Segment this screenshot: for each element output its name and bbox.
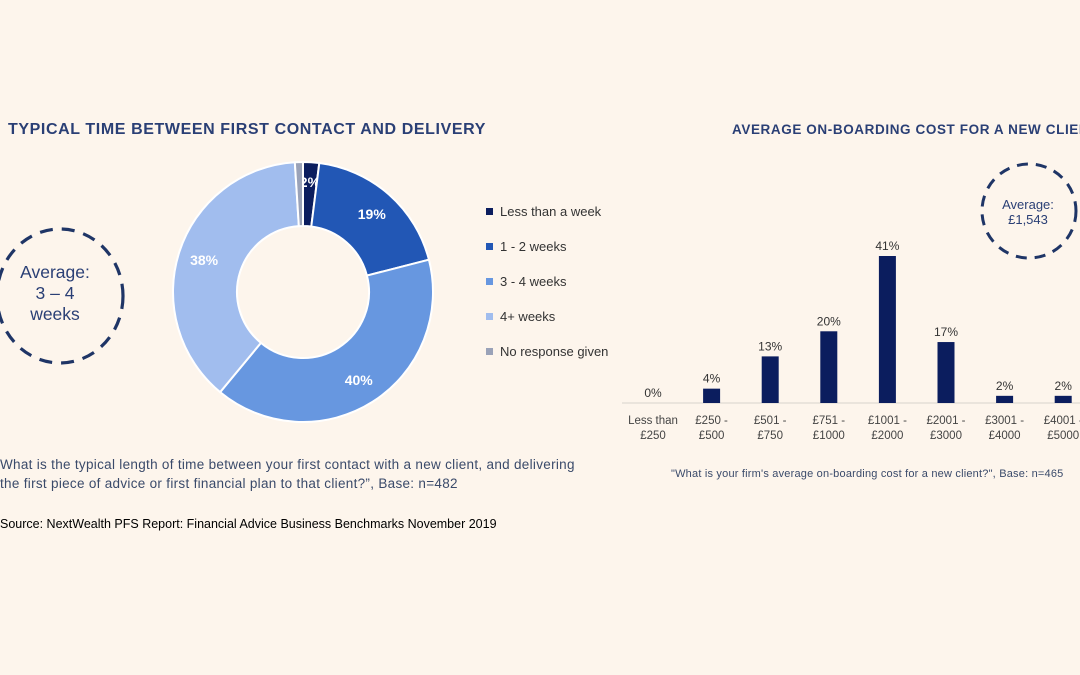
legend-label: No response given [500, 344, 609, 359]
bar-data-label: 4% [703, 372, 721, 386]
legend-item: Less than a week [486, 203, 608, 220]
bar-question: "What is your firm's average on-boarding… [671, 468, 1064, 480]
legend-item: No response given [486, 343, 608, 360]
legend-swatch-no-response [486, 348, 493, 355]
donut-legend: Less than a week 1 - 2 weeks 3 - 4 weeks… [486, 203, 608, 378]
average-circle-right [980, 162, 1078, 260]
legend-swatch-less-than-week [486, 208, 493, 215]
bar-category-label: £501 - [754, 415, 787, 427]
legend-item: 1 - 2 weeks [486, 238, 608, 255]
bar-category-label: £3001 - [985, 415, 1024, 427]
average-value: 3 – 4 [35, 283, 75, 303]
source-note: Source: NextWealth PFS Report: Financial… [0, 517, 497, 531]
bar-data-label: 41% [875, 239, 899, 253]
bar-category-label: £1000 [813, 430, 845, 442]
bar-chart-title: AVERAGE ON-BOARDING COST FOR A NEW CLIEN… [732, 122, 1080, 137]
donut-data-label: 40% [345, 372, 374, 388]
bar-data-label: 17% [934, 325, 958, 339]
average-label: Average: [1002, 197, 1054, 212]
donut-slice [293, 160, 304, 228]
bar [703, 388, 721, 403]
legend-swatch-1-2-weeks [486, 243, 493, 250]
donut-chart: 2%19%40%38% [172, 160, 434, 423]
average-callout-right: Average: £1,543 [990, 197, 1066, 227]
donut-data-label: 38% [190, 252, 219, 268]
legend-item: 4+ weeks [486, 308, 608, 325]
donut-slice [310, 161, 431, 277]
bar-category-label: £2000 [871, 430, 903, 442]
bar [878, 256, 896, 403]
legend-label: 4+ weeks [500, 309, 556, 324]
bar-category-label: £4000 [989, 430, 1021, 442]
legend-label: Less than a week [500, 204, 602, 219]
legend-label: 3 - 4 weeks [500, 274, 567, 289]
bar-category-label: £250 [640, 430, 666, 442]
legend-item: 3 - 4 weeks [486, 273, 608, 290]
bar-category-label: £500 [699, 430, 725, 442]
donut-slice [172, 161, 300, 394]
bar-category-label: Less than [628, 415, 678, 427]
bar-chart: 0% Less than £250 4% £250 - £500 13% £501 - £750… [628, 239, 1080, 442]
bar-category-label: £4001 - [1044, 415, 1080, 427]
legend-swatch-4-plus-weeks [486, 313, 493, 320]
bar-category-label: £1001 - [868, 415, 907, 427]
bar [761, 356, 779, 403]
bar-data-label: 2% [1055, 379, 1073, 393]
bar-data-label: 2% [996, 379, 1014, 393]
bar [1054, 395, 1072, 403]
donut-slice [218, 258, 434, 423]
bar-category-label: £3000 [930, 430, 962, 442]
bar-data-label: 20% [817, 314, 841, 328]
donut-question-line-1: What is the typical length of time betwe… [0, 457, 575, 472]
donut-data-label: 19% [358, 206, 387, 222]
average-label: Average: [20, 262, 90, 282]
bar [820, 331, 838, 403]
donut-question-line-2: the first piece of advice or first finan… [0, 476, 458, 491]
average-circle-left [0, 227, 125, 365]
bar-data-label: 0% [644, 386, 662, 400]
bar-data-label: 13% [758, 339, 782, 353]
bar-category-label: £5000 [1047, 430, 1079, 442]
bar-category-label: £250 - [695, 415, 728, 427]
bar [937, 342, 955, 403]
legend-swatch-3-4-weeks [486, 278, 493, 285]
average-callout-left: Average: 3 – 4 weeks [0, 262, 110, 325]
bar [996, 395, 1014, 403]
legend-label: 1 - 2 weeks [500, 239, 567, 254]
average-unit: weeks [30, 304, 80, 324]
bar-category-label: £751 - [812, 415, 845, 427]
average-value: £1,543 [1008, 212, 1048, 227]
donut-chart-title: TYPICAL TIME BETWEEN FIRST CONTACT AND D… [8, 121, 486, 138]
bar-category-label: £750 [757, 430, 783, 442]
bar-category-label: £2001 - [926, 415, 965, 427]
